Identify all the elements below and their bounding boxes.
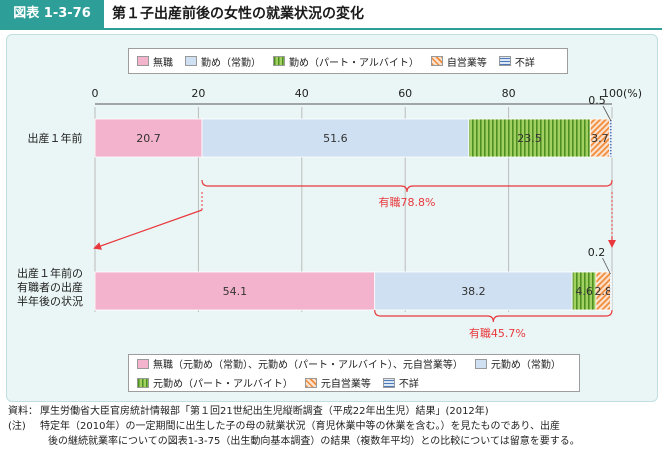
- legend-swatch: [498, 56, 511, 66]
- legend-label: 元勤め（常勤）: [490, 360, 561, 371]
- note-label: (注): [8, 421, 26, 432]
- note-line-1: 特定年（2010年）の一定期間に出生した子の母の就業状況（育児休業中等の休業を含…: [40, 421, 560, 432]
- legend-label: 無職（元勤め（常勤）、元勤め（パート・アルバイト）、元自営業等）: [153, 360, 463, 371]
- tick-label: 80: [502, 87, 516, 100]
- data-label: 0.5: [588, 94, 606, 107]
- data-label: 54.1: [223, 285, 248, 298]
- data-label: 4.6: [575, 285, 593, 298]
- legend-top: 無職 勤め（常勤） 勤め（パート・アルバイト） 自営業等 不詳: [128, 48, 568, 74]
- note-row: (注) 特定年（2010年）の一定期間に出生した子の母の就業状況（育児休業中等の…: [8, 419, 658, 434]
- legend-swatch: [273, 56, 285, 66]
- header-rule: [0, 28, 662, 30]
- bar-segment: [94, 271, 376, 311]
- legend-bottom-item: 無職（元勤め（常勤）、元勤め（パート・アルバイト）、元自営業等）: [137, 356, 463, 371]
- legend-bottom-item: 元勤め（常勤）: [474, 356, 561, 371]
- bar-segment: [468, 118, 591, 158]
- connector-arrow-left: [93, 209, 203, 250]
- legend-bottom: 無職（元勤め（常勤）、元勤め（パート・アルバイト）、元自営業等） 元勤め（常勤） 元…: [128, 354, 580, 392]
- data-label: 3.7: [591, 132, 609, 145]
- footer-notes: 資料： 厚生労働省大臣官房統計情報部「第１回21世紀出生児縦断調査（平成22年出…: [8, 404, 658, 449]
- tick-label: 60: [398, 87, 412, 100]
- legend-swatch: [185, 56, 197, 66]
- data-label: 38.2: [461, 285, 486, 298]
- source-row: 資料： 厚生労働省大臣官房統計情報部「第１回21世紀出生児縦断調査（平成22年出…: [8, 404, 658, 419]
- legend-label: 勤め（パート・アルバイト）: [289, 57, 419, 69]
- legend-label: 勤め（常勤）: [201, 57, 261, 69]
- data-label: 20.7: [136, 132, 161, 145]
- legend-swatch: [474, 358, 487, 369]
- legend-label: 不詳: [514, 57, 535, 69]
- legend-top-item: 自営業等: [430, 54, 487, 69]
- legend-swatch: [137, 377, 149, 388]
- figure-title: 第１子出産前後の女性の就業状況の変化: [112, 6, 364, 22]
- legend-label: 無職: [153, 57, 173, 69]
- legend-swatch: [137, 358, 149, 369]
- bar-segment: [609, 118, 613, 158]
- legend-top-item: 無職: [137, 54, 173, 69]
- tick-label: 0: [92, 87, 99, 100]
- legend-top-item: 勤め（パート・アルバイト）: [273, 54, 419, 69]
- tick-label: 40: [295, 87, 309, 100]
- data-label: 51.6: [323, 132, 348, 145]
- data-label-leader: [602, 257, 611, 275]
- data-label: 23.5: [517, 132, 542, 145]
- tick-label: 20: [191, 87, 205, 100]
- category-label: 半年後の状況: [17, 294, 83, 308]
- tick-label: 100(%): [602, 87, 642, 100]
- legend-top-item: 不詳: [498, 54, 535, 69]
- data-label: 2.8: [594, 285, 612, 298]
- source-text: 厚生労働省大臣官房統計情報部「第１回21世紀出生児縦断調査（平成22年出生児）結…: [40, 406, 489, 417]
- legend-label: 自営業等: [446, 57, 487, 69]
- annotation-label: 有職45.7%: [469, 326, 526, 340]
- bar-segment: [374, 271, 573, 311]
- legend-swatch: [137, 56, 149, 66]
- legend-label: 元勤め（パート・アルバイト）: [153, 379, 293, 390]
- data-label-leader: [602, 105, 612, 122]
- annotation-bracket: [374, 309, 613, 323]
- legend-swatch: [304, 377, 317, 388]
- figure-header: 図表 1-3-76 第１子出産前後の女性の就業状況の変化: [0, 0, 662, 30]
- source-label: 資料：: [8, 406, 38, 417]
- data-label: 0.2: [588, 246, 606, 259]
- figure-number: 図表 1-3-76: [0, 0, 104, 28]
- legend-swatch: [430, 56, 443, 66]
- category-label: 出産１年前: [28, 131, 83, 145]
- legend-bottom-item: 元自営業等: [304, 375, 371, 390]
- note-line-2: 後の継続就業率についての図表1-3-75（出生動向基本調査）の結果（複数年平均）…: [48, 436, 580, 447]
- category-label: 有職者の出産: [17, 280, 83, 294]
- chart-panel: [6, 34, 658, 402]
- legend-top-item: 勤め（常勤）: [185, 54, 261, 69]
- legend-bottom-item: 不詳: [382, 375, 419, 390]
- category-label: 出産１年前の: [17, 266, 83, 280]
- annotation-label: 有職78.8%: [379, 195, 436, 209]
- legend-label: 不詳: [398, 379, 419, 390]
- bar-segment: [201, 118, 470, 158]
- legend-label: 元自営業等: [320, 379, 371, 390]
- legend-bottom-item: 元勤め（パート・アルバイト）: [137, 375, 293, 390]
- bar-segment: [94, 118, 203, 158]
- legend-swatch: [382, 377, 395, 388]
- bar-segment: [610, 271, 612, 311]
- annotation-bracket: [201, 179, 613, 193]
